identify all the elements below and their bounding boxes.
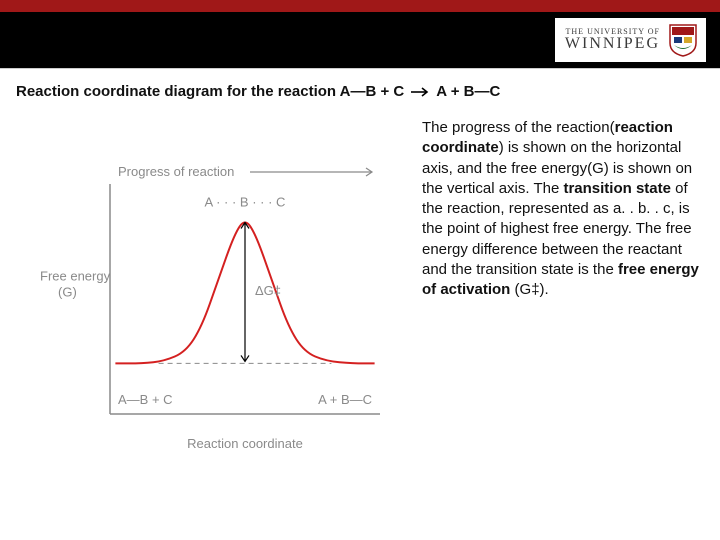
svg-text:A + B—C: A + B—C [318, 392, 372, 407]
svg-text:Reaction coordinate: Reaction coordinate [187, 436, 303, 451]
text-frag: (G‡). [510, 281, 548, 298]
content-area: Progress of reaction Free energy(G) ΔG‡ A ·… [0, 110, 720, 484]
diagram-column: Progress of reaction Free energy(G) ΔG‡ A ·… [16, 118, 406, 484]
svg-text:ΔG‡: ΔG‡ [255, 283, 281, 298]
svg-text:Free energy: Free energy [40, 269, 111, 284]
top-banner [0, 0, 720, 12]
svg-text:(G): (G) [58, 285, 77, 300]
title-suffix: A + B—C [436, 83, 500, 100]
description-text: The progress of the reaction(reaction co… [422, 118, 704, 484]
reaction-coordinate-diagram: Progress of reaction Free energy(G) ΔG‡ A ·… [36, 154, 396, 484]
logo-line2: WINNIPEG [565, 36, 660, 52]
slide-title: Reaction coordinate diagram for the reac… [0, 69, 720, 110]
arrow-icon [410, 87, 430, 97]
svg-text:Progress of reaction: Progress of reaction [118, 164, 234, 179]
title-prefix: Reaction coordinate diagram for the reac… [16, 83, 404, 100]
svg-text:A · · · B · · · C: A · · · B · · · C [205, 195, 286, 210]
svg-text:A—B + C: A—B + C [118, 392, 173, 407]
logo-text: THE UNIVERSITY OF WINNIPEG [565, 28, 660, 52]
crest-icon [668, 23, 698, 57]
university-logo: THE UNIVERSITY OF WINNIPEG [555, 18, 706, 62]
header: THE UNIVERSITY OF WINNIPEG [0, 12, 720, 68]
text-bold: transition state [563, 180, 671, 197]
text-frag: The progress of the reaction( [422, 119, 615, 136]
